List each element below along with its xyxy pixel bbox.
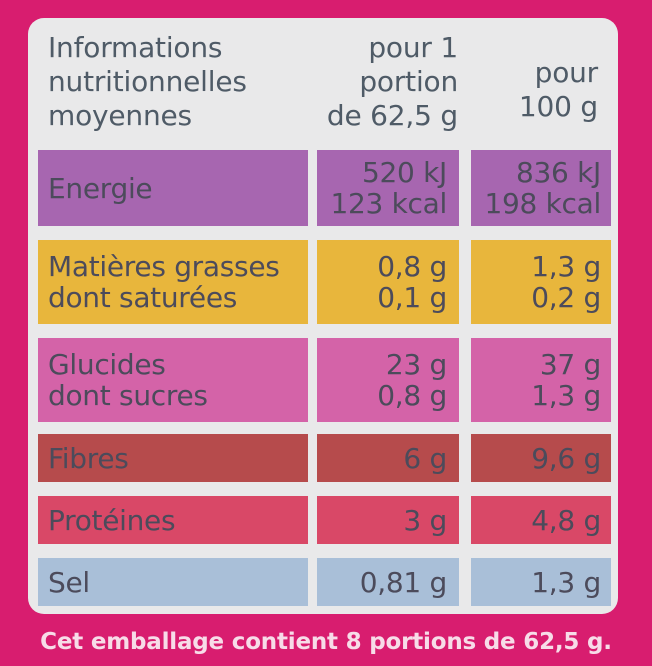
row-value: 3 g	[403, 503, 447, 537]
nutrition-table: Informations nutritionnelles moyennes po…	[28, 18, 618, 614]
row-fibres: Fibres 6 g 9,6 g	[28, 434, 618, 482]
portions-note: Cet emballage contient 8 portions de 62,…	[40, 629, 612, 655]
header-line: Informations	[48, 31, 223, 64]
row-value: 198 kcal	[484, 187, 602, 220]
row-label: Energie	[48, 171, 153, 205]
sel-portion-cell: 0,81 g	[317, 558, 459, 606]
header-line: nutritionnelles	[48, 65, 247, 98]
header-per-100g: pour 100 g	[478, 56, 598, 124]
fibres-label-cell: Fibres	[38, 434, 308, 482]
row-sel: Sel 0,81 g 1,3 g	[28, 558, 618, 606]
matieres-grasses-portion-cell: 0,8 g 0,1 g	[317, 240, 459, 324]
row-matieres-grasses: Matières grasses dont saturées 0,8 g 0,1…	[28, 240, 618, 324]
energie-portion-cell: 520 kJ 123 kcal	[317, 150, 459, 226]
glucides-per100-cell: 37 g 1,3 g	[471, 338, 611, 422]
table-header: Informations nutritionnelles moyennes po…	[28, 18, 618, 146]
row-value: 23 g	[385, 348, 447, 381]
row-value: 836 kJ	[515, 156, 601, 189]
row-label: Glucides	[48, 348, 166, 381]
row-value: 0,81 g	[359, 565, 448, 599]
header-nutrition-info: Informations nutritionnelles moyennes	[48, 31, 298, 133]
matieres-grasses-label-cell: Matières grasses dont saturées	[38, 240, 308, 324]
energie-per100-cell: 836 kJ 198 kcal	[471, 150, 611, 226]
row-value: 123 kcal	[330, 187, 448, 220]
row-value: 0,8 g	[377, 250, 447, 283]
header-line: pour 1	[368, 31, 458, 64]
row-label: Protéines	[48, 503, 176, 537]
fibres-per100-cell: 9,6 g	[471, 434, 611, 482]
row-value: 9,6 g	[531, 441, 601, 475]
row-energie: Energie 520 kJ 123 kcal 836 kJ 198 kcal	[28, 150, 618, 226]
row-sublabel: dont sucres	[48, 379, 208, 412]
header-line: moyennes	[48, 99, 192, 132]
proteines-label-cell: Protéines	[38, 496, 308, 544]
fibres-portion-cell: 6 g	[317, 434, 459, 482]
sel-label-cell: Sel	[38, 558, 308, 606]
sel-per100-cell: 1,3 g	[471, 558, 611, 606]
proteines-per100-cell: 4,8 g	[471, 496, 611, 544]
energie-label-cell: Energie	[38, 150, 308, 226]
header-per-portion: pour 1 portion de 62,5 g	[318, 31, 458, 133]
row-value: 0,1 g	[377, 281, 447, 314]
row-value: 1,3 g	[531, 379, 601, 412]
proteines-portion-cell: 3 g	[317, 496, 459, 544]
glucides-label-cell: Glucides dont sucres	[38, 338, 308, 422]
row-label: Matières grasses	[48, 250, 280, 283]
row-proteines: Protéines 3 g 4,8 g	[28, 496, 618, 544]
row-sublabel: dont saturées	[48, 281, 238, 314]
row-value: 520 kJ	[361, 156, 447, 189]
row-glucides: Glucides dont sucres 23 g 0,8 g 37 g 1,3…	[28, 338, 618, 422]
glucides-portion-cell: 23 g 0,8 g	[317, 338, 459, 422]
header-line: de 62,5 g	[326, 99, 458, 132]
header-line: 100 g	[518, 90, 598, 123]
row-value: 0,2 g	[531, 281, 601, 314]
header-line: portion	[359, 65, 458, 98]
row-label: Fibres	[48, 441, 129, 475]
header-line: pour	[534, 56, 599, 89]
row-value: 0,8 g	[377, 379, 447, 412]
row-value: 1,3 g	[531, 565, 601, 599]
matieres-grasses-per100-cell: 1,3 g 0,2 g	[471, 240, 611, 324]
row-value: 37 g	[539, 348, 601, 381]
row-value: 1,3 g	[531, 250, 601, 283]
row-value: 6 g	[403, 441, 447, 475]
row-label: Sel	[48, 565, 90, 599]
row-value: 4,8 g	[531, 503, 601, 537]
